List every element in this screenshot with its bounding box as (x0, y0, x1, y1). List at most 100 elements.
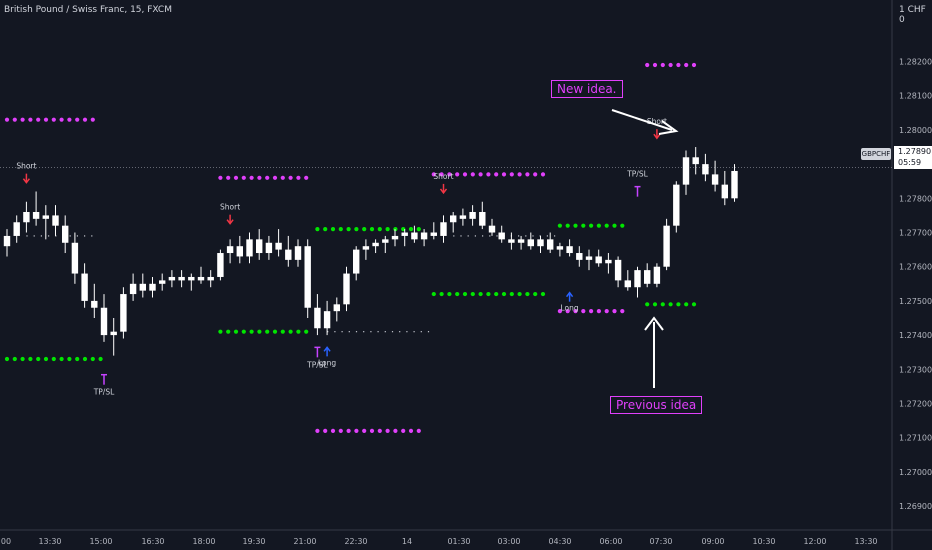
short-label: Short (16, 162, 36, 171)
candle (62, 215, 69, 254)
level-dot (98, 356, 103, 362)
level-dot (288, 175, 293, 180)
candle-body (100, 307, 108, 336)
candle-body (450, 215, 457, 223)
level-dot (581, 309, 586, 314)
level-dot (676, 302, 681, 307)
level-dot (462, 172, 468, 177)
target-dot-level (315, 428, 421, 433)
level-dot (280, 329, 285, 334)
candle (372, 239, 379, 254)
candle-body (197, 276, 205, 281)
candle-body (110, 331, 117, 336)
level-dot (362, 226, 367, 232)
candle (692, 147, 699, 175)
level-dot (369, 226, 375, 232)
candle-body (217, 253, 224, 277)
level-dot (589, 223, 594, 228)
candle (343, 266, 350, 312)
level-dot (620, 223, 625, 228)
level-dot (676, 62, 681, 68)
candle-body (178, 276, 185, 281)
short-signal: Short (433, 172, 454, 195)
candle-body (13, 222, 20, 236)
candle (430, 222, 437, 240)
candle-body (731, 170, 738, 199)
level-dot (439, 172, 444, 177)
short-arrow-head (439, 188, 448, 195)
x-tick-label: 07:30 (649, 537, 672, 546)
x-tick-label: 16:30 (141, 537, 164, 546)
y-tick-label: 1.28200 (899, 58, 932, 67)
candle (682, 150, 690, 195)
level-dot (36, 117, 41, 122)
candle-body (129, 283, 137, 295)
level-dot (233, 175, 239, 180)
candle-body (32, 212, 40, 219)
candle-body (663, 225, 670, 267)
level-dot (20, 356, 25, 362)
level-dot (691, 62, 697, 68)
candle-body (52, 215, 59, 226)
candle-body (71, 242, 79, 274)
level-dot (241, 175, 246, 180)
candle (304, 239, 311, 318)
candle-body (576, 253, 583, 260)
short-label: Short (433, 172, 453, 181)
level-dot (620, 309, 625, 314)
level-dot (557, 223, 563, 228)
candle (71, 232, 79, 284)
candle (246, 232, 253, 264)
new-idea-arrowhead (658, 120, 679, 135)
level-dot (377, 428, 382, 433)
short-signal: Short (16, 162, 37, 184)
level-dot (330, 226, 336, 232)
x-tick-label: 13:30 (854, 537, 877, 546)
candle (91, 283, 98, 318)
level-dot (257, 329, 262, 334)
candle-body (372, 242, 379, 247)
candle-body (207, 276, 214, 281)
candle (294, 239, 302, 267)
candle-body (236, 246, 243, 257)
candle (236, 235, 243, 264)
level-dot (51, 117, 56, 122)
candle (614, 256, 622, 288)
level-dot (408, 226, 414, 232)
level-dot (377, 226, 382, 232)
level-dot (652, 62, 658, 68)
candle-body (62, 225, 69, 243)
level-dot (12, 356, 17, 362)
level-dot (525, 291, 530, 297)
level-dot (684, 302, 689, 307)
level-dot (90, 117, 95, 122)
level-dot (525, 172, 530, 177)
candle (149, 276, 156, 298)
candle (168, 270, 176, 288)
level-dot (257, 175, 262, 180)
level-dot (265, 329, 270, 334)
candle-body (498, 232, 505, 240)
level-dot (668, 302, 673, 307)
candle-body (42, 215, 49, 219)
candle-body (120, 294, 127, 332)
previous-idea-callout: Previous idea (610, 396, 703, 414)
level-dot (431, 172, 436, 177)
level-dot (241, 329, 246, 334)
candle-body (430, 232, 437, 236)
candle-body (459, 215, 467, 219)
level-dot (346, 428, 351, 433)
level-dot (304, 175, 309, 180)
x-tick-label: 09:00 (701, 537, 724, 546)
level-dot (362, 428, 367, 433)
last-price-value: 1.27890 (898, 147, 932, 156)
candle-body (256, 239, 263, 254)
candle (178, 270, 185, 288)
long-signal: Long (561, 291, 579, 313)
candle (595, 249, 602, 267)
level-dot (226, 175, 231, 180)
candle-body (343, 273, 350, 305)
level-dot (4, 356, 10, 362)
level-dot (660, 62, 665, 68)
